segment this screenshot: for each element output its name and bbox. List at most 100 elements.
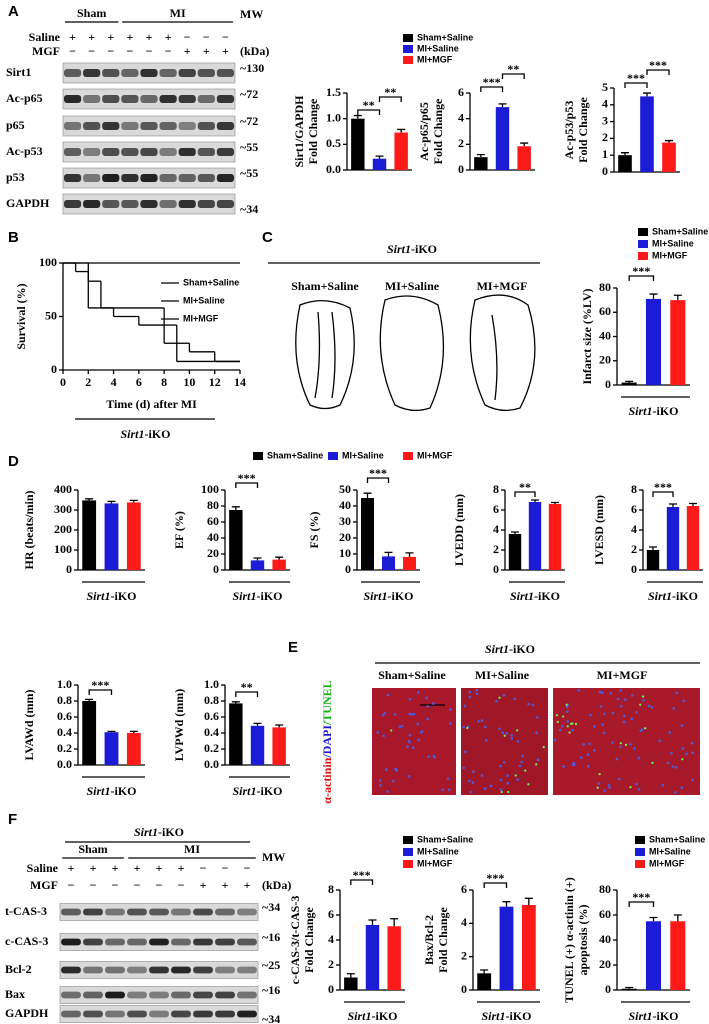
y-axis-label: apoptosis (%) bbox=[576, 904, 590, 975]
y-tick-label: 0 bbox=[458, 162, 464, 176]
nucleus bbox=[480, 719, 484, 722]
nucleus bbox=[432, 702, 435, 705]
x-tick-label: 12 bbox=[209, 375, 221, 389]
y-axis-label: FS (%) bbox=[307, 512, 321, 549]
nucleus bbox=[480, 774, 484, 777]
treatment-sign: + bbox=[222, 878, 229, 892]
y-tick-label: 0.2 bbox=[204, 741, 219, 755]
significance-bracket bbox=[480, 86, 504, 92]
nucleus bbox=[516, 740, 520, 743]
treatment-sign: + bbox=[126, 30, 133, 44]
y-tick-label: 0 bbox=[66, 562, 72, 576]
y-tick-label: 20 bbox=[339, 530, 351, 544]
blot-band bbox=[216, 122, 235, 130]
bar bbox=[82, 701, 97, 765]
y-tick-label: 0.5 bbox=[326, 136, 341, 150]
nucleus bbox=[376, 731, 380, 734]
error-bar bbox=[625, 380, 634, 383]
y-tick-label: 30 bbox=[339, 514, 351, 528]
nucleus bbox=[535, 731, 538, 735]
nucleus bbox=[471, 781, 475, 784]
treatment-sign: + bbox=[244, 878, 251, 892]
treatment-sign: + bbox=[156, 861, 163, 875]
x-axis-label: Sirt1-iKO bbox=[232, 589, 282, 603]
blot-band bbox=[102, 95, 120, 103]
bar bbox=[495, 107, 510, 170]
y-tick-label: 0.6 bbox=[204, 709, 219, 723]
treatment-sign: + bbox=[222, 44, 229, 58]
blot-band bbox=[197, 200, 215, 208]
treatment-sign: − bbox=[200, 861, 207, 875]
blot-band bbox=[63, 69, 82, 77]
significance-label: *** bbox=[91, 678, 109, 692]
blot-band bbox=[149, 938, 169, 946]
error-bar bbox=[375, 155, 384, 159]
tunel-dot bbox=[507, 790, 510, 794]
nucleus bbox=[513, 697, 517, 701]
nucleus bbox=[417, 691, 420, 694]
y-axis-label: Fold Change bbox=[302, 906, 316, 972]
error-bar bbox=[531, 499, 539, 502]
significance-bracket bbox=[514, 491, 536, 497]
y-tick-label: 0 bbox=[345, 562, 351, 576]
blot-band bbox=[83, 200, 101, 208]
image-y-label: α-actinin/DAPI/TUNEL bbox=[320, 680, 334, 803]
blot-band bbox=[159, 148, 177, 156]
nucleus bbox=[408, 712, 411, 716]
treatment-sign: + bbox=[184, 44, 191, 58]
nucleus bbox=[603, 712, 606, 716]
blot-band bbox=[159, 122, 177, 130]
legend-swatch bbox=[638, 240, 648, 248]
bar bbox=[250, 725, 265, 765]
blot-band bbox=[237, 1010, 257, 1018]
nucleus bbox=[489, 784, 493, 788]
panel-title: Sirt1-iKO bbox=[387, 242, 437, 256]
y-tick-label: 5 bbox=[602, 80, 608, 94]
nucleus bbox=[447, 788, 451, 792]
blot-band bbox=[63, 148, 82, 156]
blot-band bbox=[215, 938, 235, 946]
bar bbox=[662, 142, 676, 172]
bar bbox=[477, 973, 492, 990]
significance-label: *** bbox=[238, 471, 256, 485]
nucleus bbox=[378, 779, 382, 782]
nucleus bbox=[426, 704, 430, 708]
nucleus bbox=[691, 778, 694, 782]
y-tick-label: 10 bbox=[339, 546, 351, 560]
y-tick-label: 1.0 bbox=[326, 110, 341, 124]
y-tick-label: 8 bbox=[493, 482, 499, 496]
nucleus bbox=[406, 745, 409, 748]
blot-band bbox=[140, 174, 158, 182]
error-bar bbox=[275, 724, 284, 728]
treatment-sign: + bbox=[178, 861, 185, 875]
nucleus bbox=[637, 756, 641, 760]
blot-band bbox=[171, 938, 191, 946]
tunel-dot bbox=[596, 786, 599, 789]
y-tick-label: 6 bbox=[493, 502, 499, 516]
tunel-dot bbox=[651, 761, 654, 764]
blot-band bbox=[127, 966, 147, 974]
treatment-sign: − bbox=[126, 44, 133, 58]
error-bar bbox=[85, 498, 94, 501]
nucleus bbox=[407, 775, 411, 778]
treatment-sign: − bbox=[134, 878, 141, 892]
nucleus bbox=[463, 704, 467, 708]
nucleus bbox=[379, 784, 382, 787]
nucleus bbox=[432, 754, 436, 758]
panel-title: Sirt1-iKO bbox=[485, 642, 535, 656]
nucleus bbox=[386, 790, 389, 793]
y-tick-label: 60 bbox=[599, 907, 611, 921]
blot-band bbox=[178, 69, 196, 77]
y-tick-label: 20 bbox=[599, 957, 611, 971]
blot-band bbox=[140, 148, 158, 156]
tunel-dot bbox=[535, 763, 538, 766]
bar bbox=[666, 507, 680, 570]
error-bar bbox=[231, 701, 240, 704]
nucleus bbox=[516, 778, 520, 781]
nucleus bbox=[611, 741, 614, 744]
blot-band bbox=[237, 938, 257, 946]
error-bar bbox=[649, 916, 658, 922]
significance-bracket bbox=[366, 477, 390, 483]
blot-band bbox=[197, 95, 215, 103]
treatment-sign: + bbox=[88, 30, 95, 44]
